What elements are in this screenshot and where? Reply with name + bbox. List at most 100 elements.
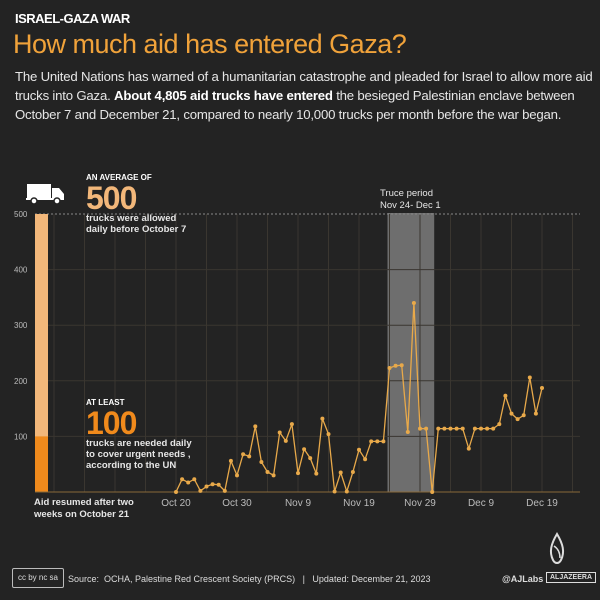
data-point bbox=[503, 393, 508, 398]
data-point bbox=[479, 426, 483, 431]
page-title: How much aid has entered Gaza? bbox=[13, 29, 407, 59]
x-tick-label: Dec 9 bbox=[468, 498, 495, 509]
data-point bbox=[405, 429, 410, 434]
resumed-line: Aid resumed after two bbox=[34, 497, 134, 508]
license-badge: cc by nc sa bbox=[12, 568, 64, 588]
least-note: according to the UN bbox=[86, 460, 177, 471]
data-point bbox=[454, 426, 459, 431]
pre-war-bar bbox=[35, 214, 48, 492]
data-point bbox=[253, 424, 258, 429]
x-tick-label: Nov 29 bbox=[404, 498, 436, 509]
resumed-note: Aid resumed after two weeks on October 2… bbox=[34, 497, 134, 521]
data-point bbox=[222, 488, 227, 493]
data-point bbox=[460, 426, 465, 431]
x-tick-label: Oct 30 bbox=[222, 498, 252, 509]
data-point bbox=[375, 439, 380, 444]
avg-note: trucks were allowed bbox=[86, 213, 177, 224]
data-point bbox=[381, 439, 386, 444]
x-tick-label: Oct 20 bbox=[161, 498, 191, 509]
avg-note: daily before October 7 bbox=[86, 224, 187, 235]
data-point bbox=[393, 363, 398, 368]
data-point bbox=[533, 411, 538, 416]
data-point bbox=[277, 430, 282, 435]
data-point bbox=[472, 426, 477, 431]
data-point bbox=[247, 454, 252, 459]
data-point bbox=[540, 386, 544, 391]
data-point bbox=[174, 490, 178, 494]
needed-bar bbox=[35, 436, 48, 492]
truce-band bbox=[387, 213, 435, 492]
data-point bbox=[228, 458, 233, 463]
resumed-line: weeks on October 21 bbox=[34, 509, 130, 520]
source-text: Source: OCHA, Palestine Red Crescent Soc… bbox=[68, 574, 431, 584]
least-value: 100 bbox=[86, 405, 137, 441]
x-tick-label: Nov 19 bbox=[343, 498, 375, 509]
y-tick-label: 300 bbox=[14, 321, 28, 330]
truck-icon bbox=[26, 184, 64, 205]
data-point bbox=[369, 439, 374, 444]
y-tick-label: 100 bbox=[14, 432, 28, 441]
data-point bbox=[491, 426, 496, 431]
least-note: to cover urgent needs , bbox=[86, 449, 191, 460]
data-point bbox=[485, 426, 490, 431]
data-point bbox=[314, 471, 319, 476]
y-tick-label: 500 bbox=[14, 210, 28, 219]
data-point bbox=[509, 411, 514, 416]
data-point bbox=[344, 489, 349, 494]
data-point bbox=[296, 471, 300, 476]
data-point bbox=[436, 426, 441, 431]
data-point bbox=[302, 447, 307, 452]
desc-text-2: the besieged Palestinian enclave between… bbox=[15, 88, 575, 122]
y-tick-label: 400 bbox=[14, 266, 28, 275]
data-point bbox=[235, 473, 239, 478]
least-note: trucks are needed daily bbox=[86, 438, 192, 449]
desc-bold: About 4,805 aid trucks have entered bbox=[114, 88, 333, 103]
data-point bbox=[320, 416, 325, 421]
handle: @AJLabs bbox=[502, 574, 544, 584]
data-point bbox=[399, 363, 404, 368]
data-point bbox=[466, 446, 471, 451]
data-point bbox=[521, 413, 526, 418]
data-point bbox=[241, 452, 246, 457]
data-point bbox=[265, 469, 270, 474]
truce-dates: Nov 24- Dec 1 bbox=[380, 200, 441, 211]
least-caption: AT LEAST bbox=[86, 398, 125, 407]
description: The United Nations has warned of a human… bbox=[15, 67, 595, 124]
data-point bbox=[411, 300, 416, 305]
data-point bbox=[326, 432, 331, 437]
data-point bbox=[204, 484, 209, 489]
truce-label: Truce period Nov 24- Dec 1 bbox=[380, 188, 441, 212]
x-tick-label: Dec 19 bbox=[526, 498, 558, 509]
data-point bbox=[186, 480, 191, 485]
data-point bbox=[387, 366, 392, 371]
data-point bbox=[448, 426, 453, 431]
data-point bbox=[180, 477, 185, 482]
avg-annotation: AN AVERAGE OF 500 trucks were allowed da… bbox=[86, 173, 186, 235]
avg-caption: AN AVERAGE OF bbox=[86, 173, 152, 182]
avg-value: 500 bbox=[86, 180, 137, 216]
data-point bbox=[442, 426, 447, 431]
data-point bbox=[259, 459, 264, 464]
aljazeera-logo bbox=[549, 532, 565, 564]
data-point bbox=[198, 488, 203, 493]
y-tick-label: 200 bbox=[14, 377, 28, 386]
data-point bbox=[216, 482, 221, 487]
data-point bbox=[357, 447, 361, 452]
least-annotation: AT LEAST 100 trucks are needed daily to … bbox=[86, 398, 192, 471]
data-point bbox=[332, 489, 337, 494]
kicker: ISRAEL-GAZA WAR bbox=[15, 11, 130, 26]
data-point bbox=[515, 417, 520, 422]
data-point bbox=[430, 490, 435, 494]
brand-wordmark: ALJAZEERA bbox=[546, 572, 597, 583]
data-point bbox=[418, 426, 422, 431]
data-point bbox=[497, 422, 502, 427]
data-point bbox=[350, 469, 355, 474]
truce-title: Truce period bbox=[380, 188, 433, 199]
data-point bbox=[338, 470, 343, 475]
data-point bbox=[363, 457, 368, 462]
data-point bbox=[308, 456, 313, 461]
data-point bbox=[271, 473, 276, 478]
x-tick-label: Nov 9 bbox=[285, 498, 312, 509]
data-point bbox=[210, 482, 215, 487]
